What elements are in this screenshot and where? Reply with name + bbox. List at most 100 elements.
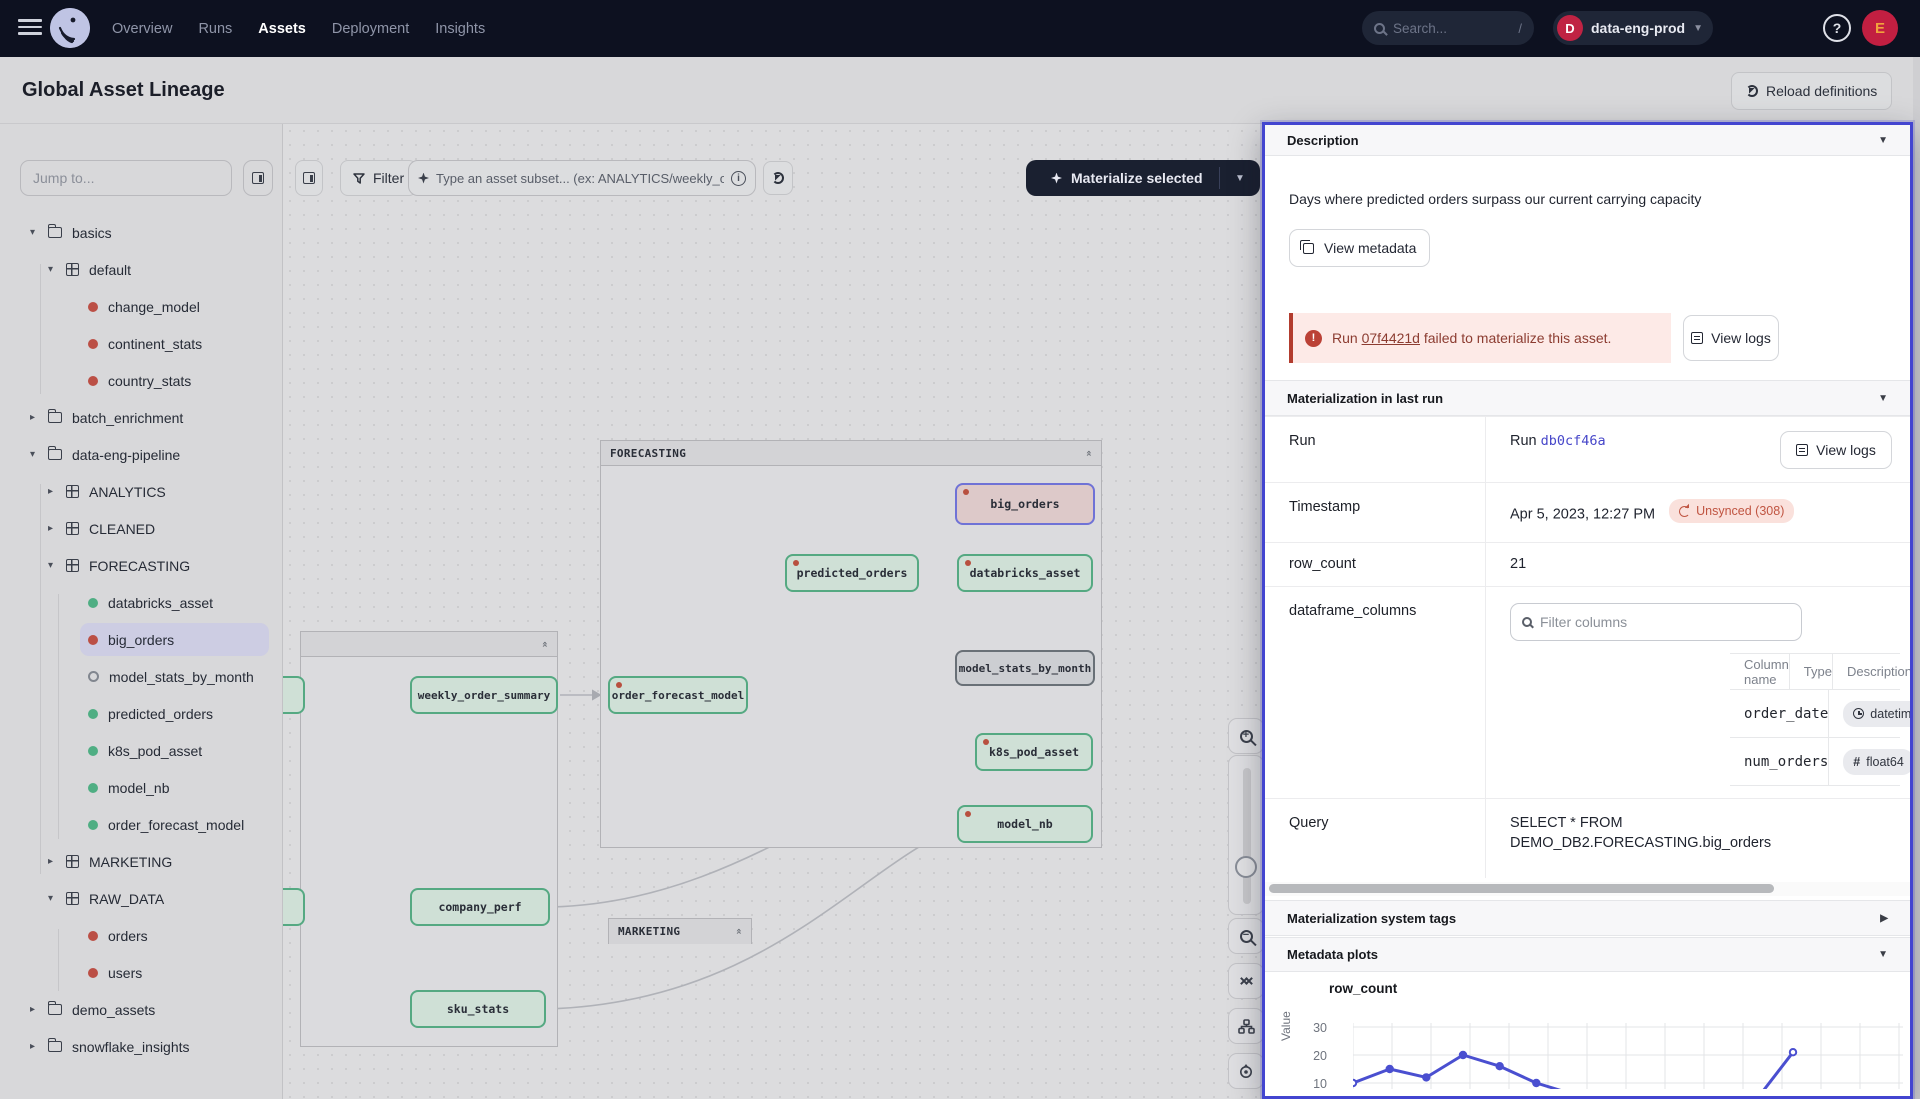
failed-run-link[interactable]: 07f4421d [1362, 330, 1420, 346]
caret-down-icon[interactable]: ▾ [30, 449, 48, 460]
tree-group-analytics[interactable]: ▸ANALYTICS [0, 473, 282, 510]
deployment-switcher[interactable]: D data-eng-prod ▼ [1553, 11, 1713, 45]
graph-node-k8s-pod-asset[interactable]: k8s_pod_asset [975, 733, 1093, 771]
lineage-graph-canvas[interactable]: FORECASTING « « MARKETING « big_orders p… [283, 124, 1266, 1099]
hide-sidebar-button[interactable] [295, 160, 323, 196]
group-header-forecasting[interactable]: FORECASTING « [601, 441, 1101, 466]
tree-asset-change-model[interactable]: change_model [0, 288, 282, 325]
graph-node-databricks-asset[interactable]: databricks_asset [957, 554, 1093, 592]
run-failed-text: Run 07f4421d failed to materialize this … [1332, 330, 1611, 346]
tree-asset-big-orders-selected[interactable]: big_orders [80, 623, 269, 656]
tree-group-forecasting[interactable]: ▾FORECASTING [0, 547, 282, 584]
tree-asset-continent-stats[interactable]: continent_stats [0, 325, 282, 362]
tree-group-raw-data[interactable]: ▾RAW_DATA [0, 880, 282, 917]
collapse-all-groups-button[interactable] [1228, 963, 1264, 999]
graph-node-predicted-orders[interactable]: predicted_orders [785, 554, 919, 592]
y-tick: 10 [1301, 1077, 1327, 1091]
caret-right-icon[interactable]: ▸ [48, 486, 66, 497]
collapse-group-icon[interactable]: « [539, 641, 550, 648]
section-header-last-run[interactable]: Materialization in last run ▼ [1265, 380, 1910, 416]
zoom-slider[interactable] [1228, 755, 1264, 915]
caret-down-icon[interactable]: ▾ [48, 893, 66, 904]
graph-node-model-nb[interactable]: model_nb [957, 805, 1093, 843]
unsynced-badge[interactable]: Unsynced (308) [1669, 499, 1794, 523]
deployment-badge: D [1557, 15, 1583, 41]
tree-asset-country-stats[interactable]: country_stats [0, 362, 282, 399]
row-count-line-chart [1353, 1015, 1903, 1089]
caret-right-icon[interactable]: ▸ [30, 1041, 48, 1052]
caret-down-icon[interactable]: ▾ [48, 264, 66, 275]
group-header-marketing[interactable]: MARKETING « [609, 919, 751, 944]
nav-item-overview[interactable]: Overview [112, 21, 172, 37]
dagster-logo[interactable] [50, 8, 90, 48]
tree-asset-orders[interactable]: orders [0, 917, 282, 954]
graph-node-clipped[interactable] [283, 676, 305, 714]
graph-node-model-stats-by-month[interactable]: model_stats_by_month [955, 650, 1095, 686]
collapse-group-icon[interactable]: « [1083, 450, 1094, 457]
logs-icon [1691, 332, 1703, 344]
zoom-in-button[interactable]: + [1228, 718, 1264, 754]
jump-to-input[interactable] [20, 160, 232, 196]
caret-down-icon[interactable]: ▾ [30, 227, 48, 238]
tree-group-default[interactable]: ▾default [0, 251, 282, 288]
graph-node-big-orders[interactable]: big_orders [955, 483, 1095, 525]
zoom-out-button[interactable]: − [1228, 918, 1264, 954]
filter-columns-input[interactable] [1540, 614, 1790, 630]
section-header-description[interactable]: Description ▼ [1265, 125, 1910, 156]
tree-asset-predicted-orders[interactable]: predicted_orders [0, 695, 282, 732]
materialized-status-dot [88, 598, 98, 608]
nav-item-runs[interactable]: Runs [198, 21, 232, 37]
tree-folder-batch-enrichment[interactable]: ▸batch_enrichment [0, 399, 282, 436]
tree-asset-order-forecast-model[interactable]: order_forecast_model [0, 806, 282, 843]
view-metadata-button[interactable]: View metadata [1289, 229, 1430, 267]
graph-node-sku-stats[interactable]: sku_stats [410, 990, 546, 1028]
caret-right-icon[interactable]: ▸ [30, 412, 48, 423]
global-search[interactable]: Search... / [1362, 11, 1534, 45]
hamburger-menu-icon[interactable] [18, 19, 42, 37]
caret-down-icon[interactable]: ▾ [48, 560, 66, 571]
graph-node-order-forecast-model[interactable]: order_forecast_model [608, 676, 748, 714]
caret-right-icon[interactable]: ▸ [48, 856, 66, 867]
collapse-sidebar-button[interactable] [243, 160, 273, 196]
view-logs-button-run[interactable]: View logs [1780, 431, 1892, 469]
zoom-slider-handle[interactable] [1235, 856, 1257, 878]
tree-asset-model-nb[interactable]: model_nb [0, 769, 282, 806]
tree-group-cleaned[interactable]: ▸CLEANED [0, 510, 282, 547]
tree-asset-databricks-asset[interactable]: databricks_asset [0, 584, 282, 621]
section-header-system-tags[interactable]: Materialization system tags ▶ [1265, 900, 1910, 936]
tree-folder-data-eng-pipeline[interactable]: ▾data-eng-pipeline [0, 436, 282, 473]
graph-node-company-perf[interactable]: company_perf [410, 888, 550, 926]
help-icon[interactable]: ? [1823, 14, 1851, 42]
tree-folder-demo-assets[interactable]: ▸demo_assets [0, 991, 282, 1028]
tree-asset-model-stats-by-month[interactable]: model_stats_by_month [0, 658, 282, 695]
graph-node-clipped[interactable] [283, 888, 305, 926]
section-header-metadata-plots[interactable]: Metadata plots ▼ [1265, 937, 1910, 972]
user-avatar[interactable]: E [1862, 10, 1898, 46]
layout-tree-button[interactable] [1228, 1008, 1264, 1044]
scrollbar-thumb[interactable] [1269, 884, 1774, 893]
asset-subset-input[interactable] [436, 171, 724, 186]
filter-button[interactable]: Filter [340, 160, 417, 196]
recenter-view-button[interactable] [1228, 1053, 1264, 1089]
graph-node-weekly-order-summary[interactable]: weekly_order_summary [410, 676, 558, 714]
run-id-link[interactable]: db0cf46a [1541, 433, 1606, 449]
caret-right-icon[interactable]: ▸ [30, 1004, 48, 1015]
nav-item-deployment[interactable]: Deployment [332, 21, 409, 37]
nav-item-insights[interactable]: Insights [435, 21, 485, 37]
expand-group-icon[interactable]: « [733, 928, 744, 935]
reload-definitions-button[interactable]: Reload definitions [1731, 72, 1892, 110]
view-logs-button-banner[interactable]: View logs [1683, 315, 1779, 361]
materialize-selected-button[interactable]: Materialize selected ▼ [1026, 160, 1260, 196]
tree-asset-users[interactable]: users [0, 954, 282, 991]
horizontal-scrollbar [1265, 882, 1910, 896]
tree-group-marketing[interactable]: ▸MARKETING [0, 843, 282, 880]
caret-right-icon[interactable]: ▸ [48, 523, 66, 534]
refresh-graph-button[interactable] [763, 161, 793, 195]
tree-asset-k8s-pod-asset[interactable]: k8s_pod_asset [0, 732, 282, 769]
materialize-dropdown-arrow[interactable]: ▼ [1220, 173, 1260, 184]
info-icon[interactable]: i [731, 171, 746, 186]
nav-item-assets[interactable]: Assets [258, 21, 306, 37]
tree-folder-basics[interactable]: ▾basics [0, 214, 282, 251]
group-header-left[interactable]: « [301, 632, 557, 657]
tree-folder-snowflake-insights[interactable]: ▸snowflake_insights [0, 1028, 282, 1065]
